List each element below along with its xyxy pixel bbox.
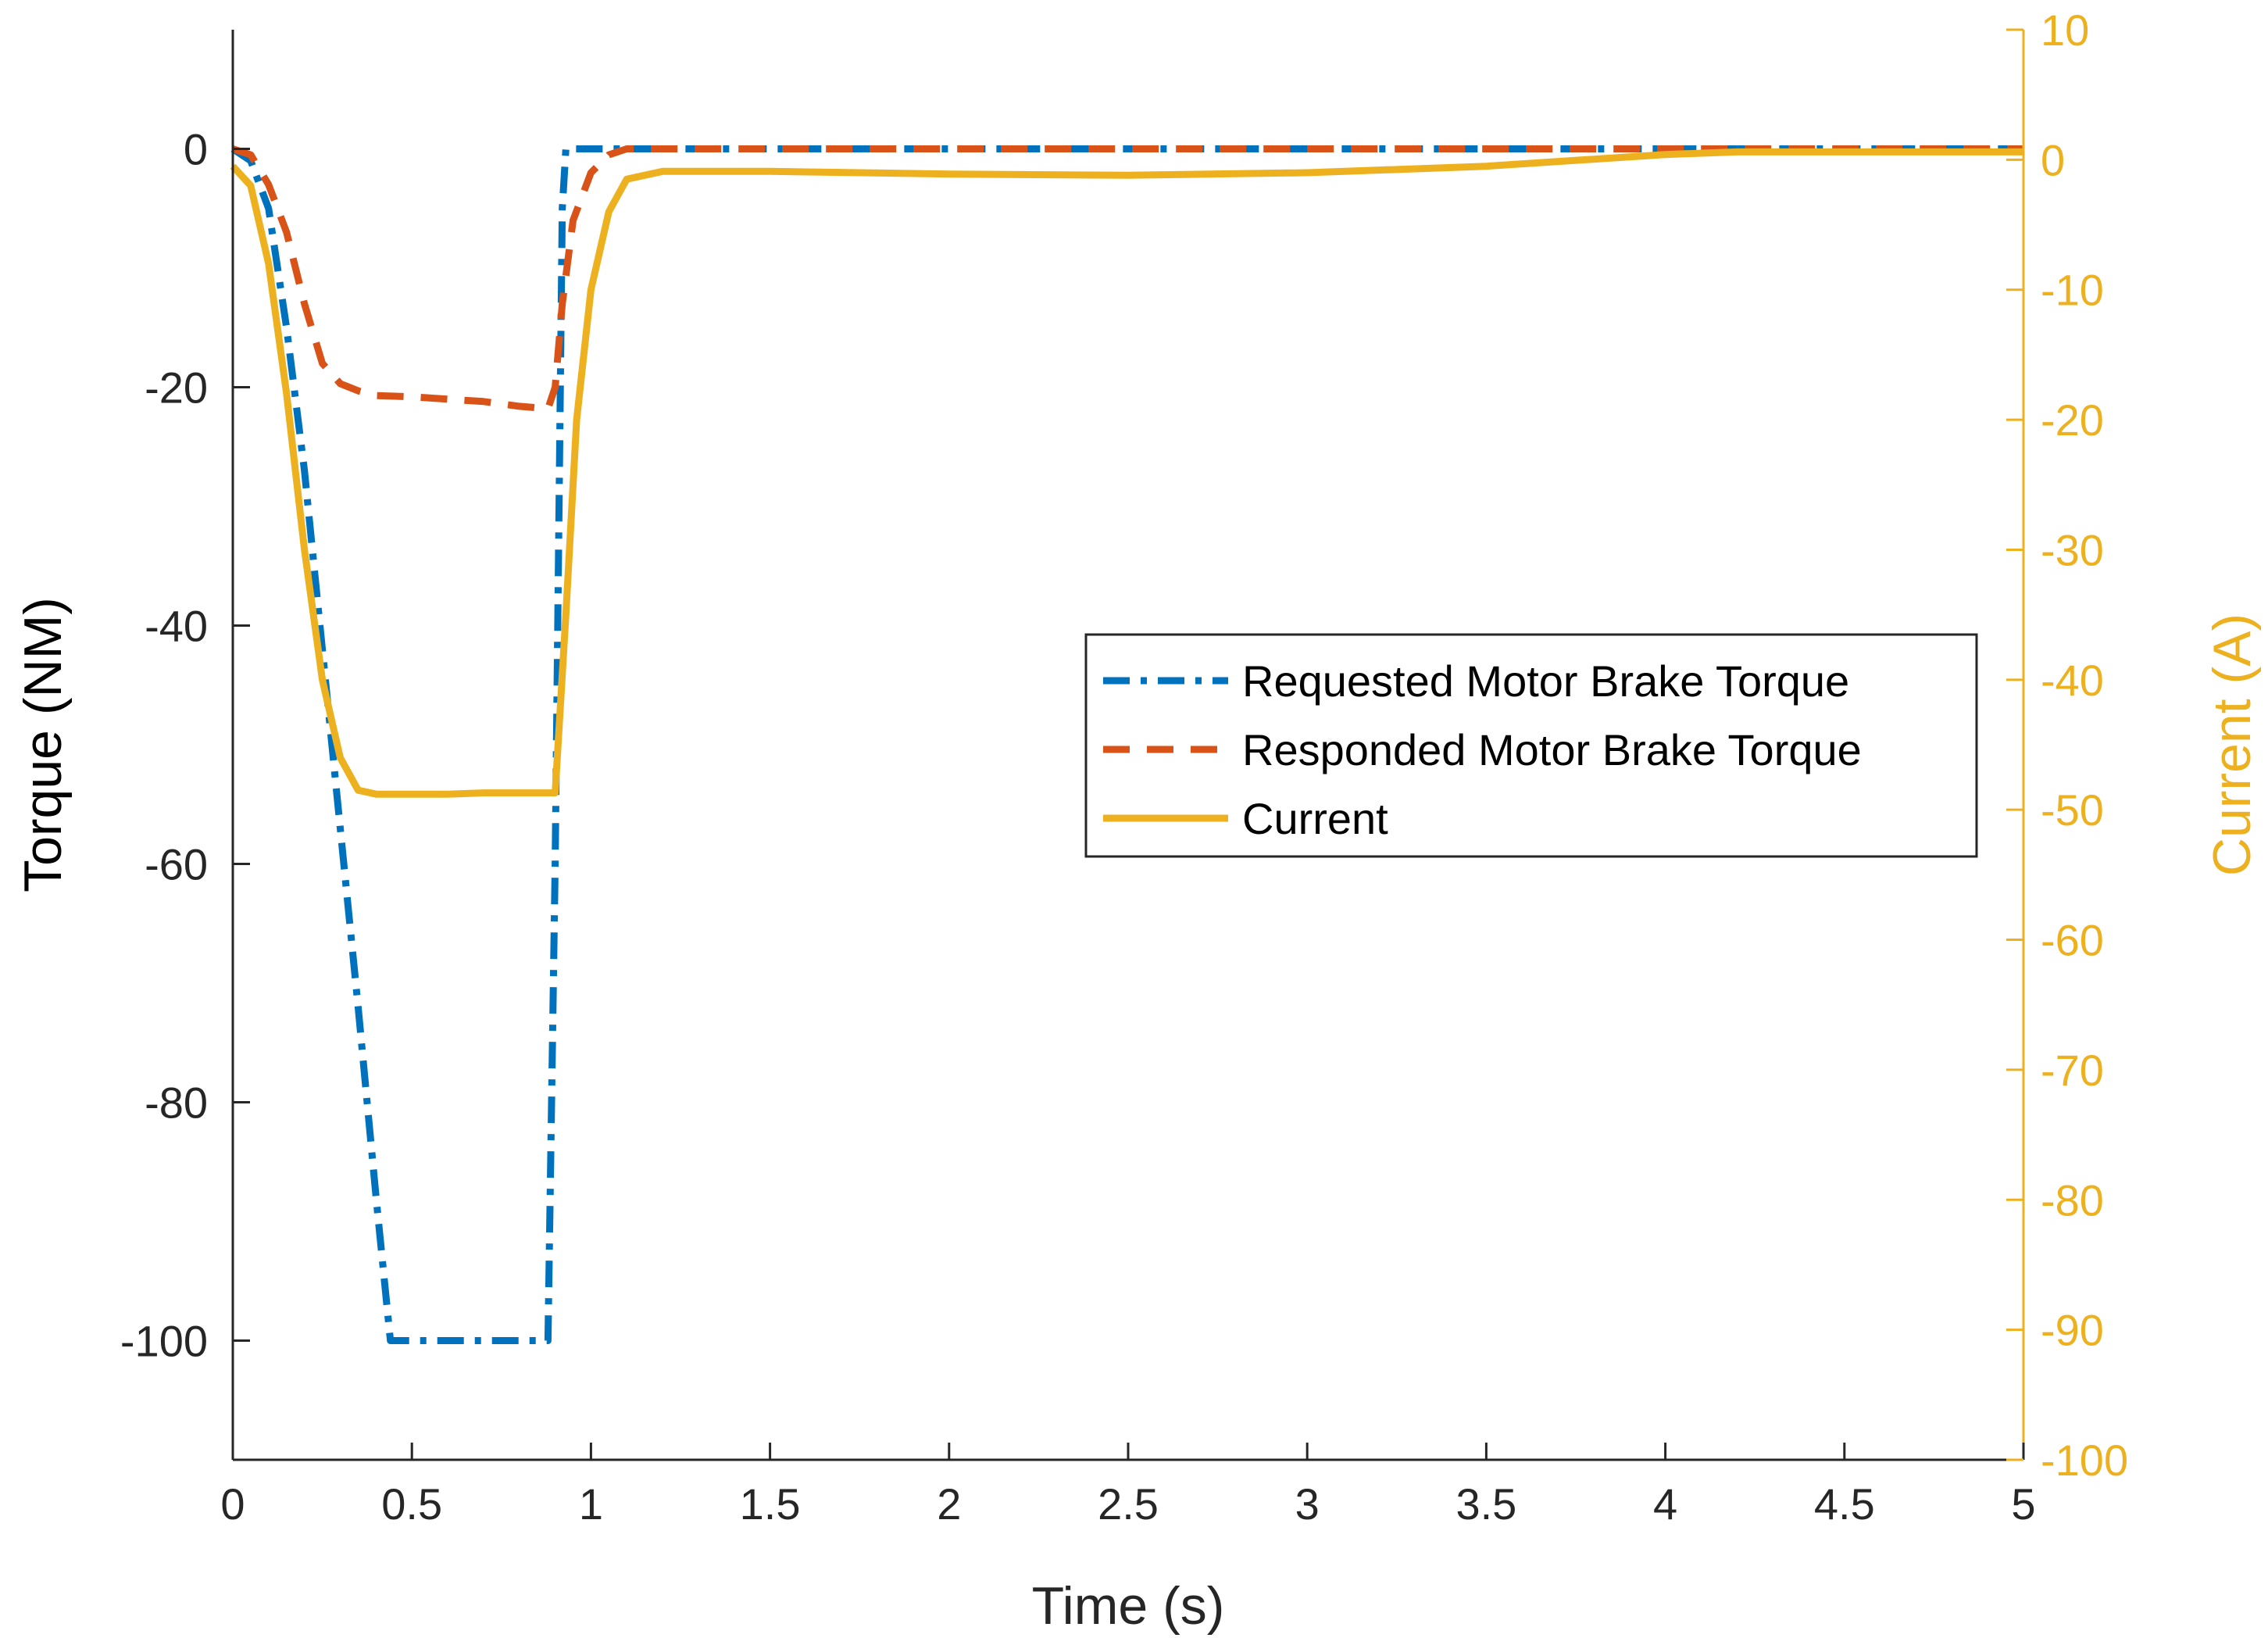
x-tick-label: 2.5	[1098, 1479, 1159, 1529]
x-tick-label: 3	[1295, 1479, 1320, 1529]
series-line-2	[231, 145, 2023, 413]
y-right-tick-label: -10	[2041, 266, 2104, 315]
x-tick-label: 4	[1653, 1479, 1677, 1529]
y-left-tick-label: -80	[145, 1078, 208, 1128]
legend-label-3: Current	[1242, 794, 1388, 843]
y-right-tick-label: -100	[2041, 1436, 2128, 1485]
y-axis-left-title: Torque (NM)	[13, 597, 73, 892]
y-left-tick-label: -60	[145, 840, 208, 889]
y-right-tick-label: 0	[2041, 135, 2065, 184]
y-left-tick-label: -20	[145, 363, 208, 413]
y-right-tick-label: -80	[2041, 1175, 2104, 1225]
x-tick-label: 0	[220, 1479, 245, 1529]
y-left-tick-label: 0	[184, 125, 208, 174]
y-right-tick-label: -70	[2041, 1046, 2104, 1095]
y-right-tick-label: 10	[2041, 5, 2089, 55]
y-axis-right-title: Current (A)	[2202, 613, 2262, 876]
series-line-3	[230, 148, 2023, 798]
x-tick-label: 4.5	[1814, 1479, 1875, 1529]
series-layer	[230, 145, 2023, 1344]
y-right-tick-label: -20	[2041, 395, 2104, 445]
ticks-layer: 0 0.5 1 1.5 2 2.5 3 3.5 4 4.5 50-20-40-60-80-10010…	[120, 5, 2128, 1529]
x-axis-title: Time (s)	[1032, 1576, 1225, 1636]
y-right-tick-label: -30	[2041, 525, 2104, 574]
x-tick-label: 2	[937, 1479, 961, 1529]
y-left-tick-label: -100	[120, 1317, 208, 1366]
legend: Requested Motor Brake Torque Responded Mo…	[1084, 633, 1978, 858]
y-right-tick-label: -40	[2041, 656, 2104, 705]
y-left-tick-label: -40	[145, 602, 208, 651]
x-tick-label: 0.5	[381, 1479, 442, 1529]
x-tick-label: 3.5	[1455, 1479, 1516, 1529]
legend-label-1: Requested Motor Brake Torque	[1242, 656, 1849, 706]
x-tick-label: 1.5	[740, 1479, 801, 1529]
y-right-tick-label: -60	[2041, 916, 2104, 965]
legend-label-2: Responded Motor Brake Torque	[1242, 725, 1862, 774]
x-tick-label: 5	[2011, 1479, 2035, 1529]
y-right-tick-label: -90	[2041, 1306, 2104, 1355]
y-right-tick-label: -50	[2041, 785, 2104, 835]
legend-box	[1084, 633, 1978, 858]
x-tick-label: 1	[579, 1479, 603, 1529]
